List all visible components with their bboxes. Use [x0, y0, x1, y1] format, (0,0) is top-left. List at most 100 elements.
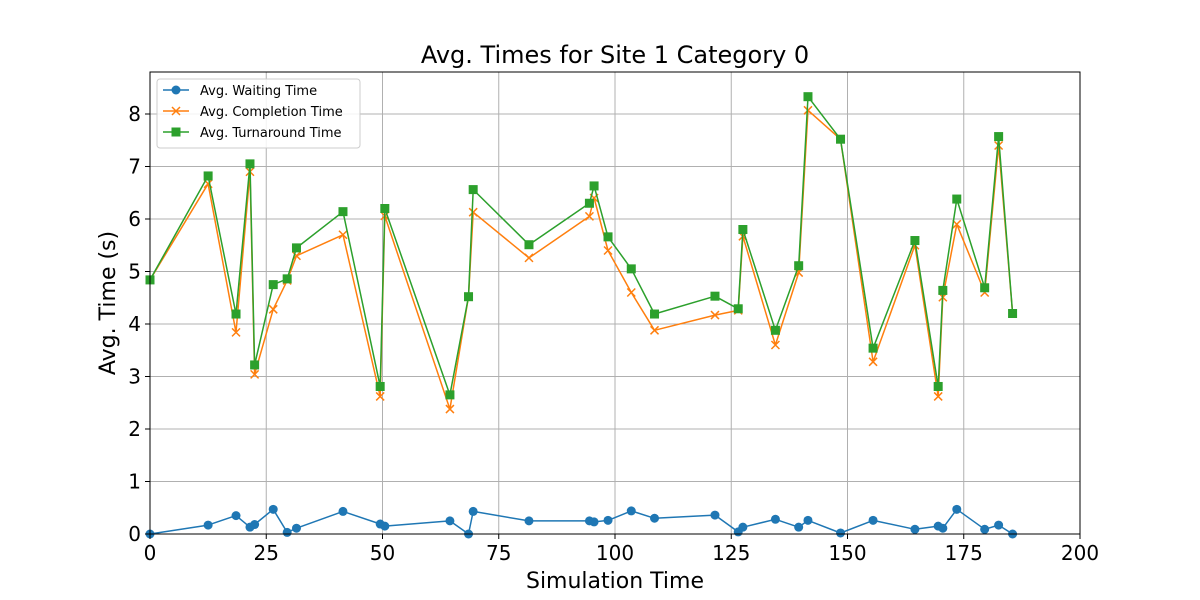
avg-turnaround-time-point — [952, 194, 962, 204]
avg-turnaround-time-point — [524, 240, 534, 250]
avg-completion-time-point — [338, 230, 348, 240]
x-tick-label: 25 — [254, 541, 279, 565]
avg-waiting-time-point — [524, 516, 534, 526]
avg-turnaround-time-point — [380, 204, 390, 213]
x-axis-label: Simulation Time — [526, 569, 704, 594]
y-tick-label: 4 — [128, 312, 141, 336]
avg-turnaround-time-point — [738, 225, 748, 234]
avg-waiting-time-point — [803, 515, 813, 525]
avg-completion-time-point — [603, 245, 613, 256]
avg-waiting-time-point — [710, 510, 720, 520]
avg-turnaround-time-point — [980, 283, 990, 293]
avg-waiting-time-point — [282, 527, 292, 537]
avg-turnaround-time-point — [626, 264, 636, 274]
avg-waiting-time-point — [794, 522, 804, 532]
avg-waiting-time-point — [980, 524, 990, 534]
avg-turnaround-time-point — [933, 381, 943, 391]
avg-turnaround-time-point — [836, 134, 846, 144]
avg-waiting-time-point — [626, 506, 636, 516]
avg-turnaround-time-point — [733, 304, 743, 314]
x-tick-label: 0 — [144, 541, 157, 565]
y-tick-label: 7 — [128, 155, 141, 179]
avg-waiting-time-point — [231, 511, 241, 521]
avg-completion-time-point — [468, 207, 478, 217]
avg-turnaround-time-point — [282, 274, 292, 284]
avg-turnaround-time-point — [994, 132, 1004, 142]
avg-turnaround-time-series — [145, 92, 1018, 400]
avg-turnaround-time-point — [910, 236, 920, 246]
avg-waiting-time-point — [380, 521, 390, 531]
avg-waiting-time-point — [603, 515, 613, 525]
y-tick-label: 6 — [128, 207, 141, 231]
avg-turnaround-time-point — [468, 185, 478, 195]
x-tick-label: 150 — [828, 541, 866, 565]
avg-completion-time-point — [268, 304, 278, 314]
avg-turnaround-time-point — [1008, 309, 1018, 318]
avg-turnaround-time-point — [231, 309, 241, 319]
x-tick-label: 175 — [945, 541, 983, 565]
y-tick-label: 3 — [128, 365, 141, 389]
avg-completion-time-point — [524, 253, 534, 263]
avg-turnaround-time-point — [203, 171, 213, 181]
avg-turnaround-time-point — [291, 243, 301, 253]
avg-waiting-time-point — [338, 506, 348, 516]
x-tick-label: 75 — [486, 541, 511, 565]
avg-completion-time-point — [868, 357, 878, 367]
avg-waiting-time-point — [994, 520, 1004, 530]
avg-waiting-time-point — [589, 517, 599, 527]
legend-marker — [171, 127, 181, 137]
avg-turnaround-time-point — [770, 325, 780, 335]
avg-turnaround-time-point — [250, 360, 260, 370]
avg-waiting-time-point — [836, 528, 846, 538]
avg-waiting-time-point — [650, 513, 660, 523]
avg-turnaround-time-point — [710, 291, 720, 301]
avg-waiting-time-line — [149, 508, 1014, 535]
avg-completion-time-point — [626, 287, 636, 298]
y-tick-label: 8 — [128, 102, 141, 126]
avg-waiting-time-point — [203, 520, 213, 530]
legend-label: Avg. Completion Time — [200, 105, 343, 120]
legend-marker — [171, 85, 181, 95]
legend: Avg. Waiting Time Avg. Completion Time Avg… — [156, 78, 361, 149]
legend-label: Avg. Waiting Time — [200, 84, 317, 99]
legend-box — [156, 78, 361, 149]
avg-completion-time-line — [149, 109, 1014, 410]
y-tick-label: 2 — [128, 417, 141, 441]
avg-turnaround-time-point — [650, 309, 660, 319]
avg-turnaround-time-point — [868, 343, 878, 353]
legend-label: Avg. Turnaround Time — [200, 126, 342, 141]
x-tick-label: 200 — [1061, 541, 1099, 565]
avg-waiting-time-point — [910, 524, 920, 534]
x-tick-label: 100 — [596, 541, 634, 565]
x-tick-label: 50 — [370, 541, 395, 565]
legend-marker — [171, 106, 181, 116]
avg-completion-time-point — [933, 391, 943, 401]
avg-completion-time-point — [445, 404, 455, 414]
x-tick-label: 125 — [712, 541, 750, 565]
avg-waiting-time-series — [145, 504, 1018, 539]
avg-waiting-time-point — [291, 523, 301, 533]
ticks: 0 25 50 75 100 125 150 175 200 0 1 2 3 4 5 6 7 8 — [128, 102, 1099, 565]
avg-turnaround-time-point — [338, 207, 348, 217]
avg-completion-time-point — [250, 369, 260, 379]
y-tick-label: 1 — [128, 470, 141, 494]
grid — [149, 72, 1081, 535]
y-tick-label: 0 — [128, 522, 141, 546]
avg-turnaround-time-point — [589, 181, 599, 191]
avg-turnaround-time-point — [375, 381, 385, 391]
avg-completion-time-point — [375, 391, 385, 401]
avg-turnaround-time-point — [603, 232, 613, 242]
avg-waiting-time-point — [938, 523, 948, 533]
avg-waiting-time-point — [770, 514, 780, 524]
avg-turnaround-time-point — [584, 198, 594, 208]
avg-turnaround-time-point — [268, 280, 278, 290]
y-tick-label: 5 — [128, 260, 141, 284]
avg-turnaround-time-point — [245, 159, 255, 169]
avg-waiting-time-point — [250, 520, 260, 530]
avg-completion-time-point — [770, 340, 780, 350]
series-layer — [145, 92, 1018, 539]
chart-title: Avg. Times for Site 1 Category 0 — [421, 41, 809, 69]
avg-waiting-time-point — [952, 504, 962, 514]
avg-turnaround-time-point — [803, 92, 813, 102]
